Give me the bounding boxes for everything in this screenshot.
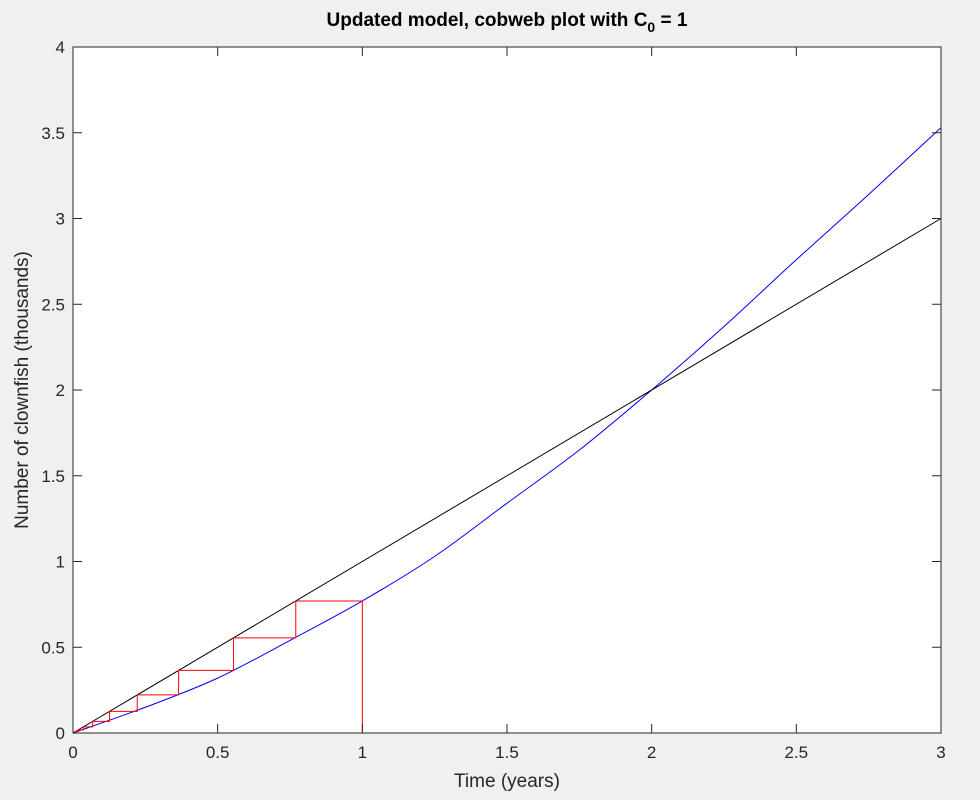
- tick-layer: 0 0.5 1 1.5 2 2.5 3 0 0.5 1 1.5 2 2.5 3 3.5 4: [41, 38, 945, 762]
- y-tick-label: 1: [56, 553, 65, 572]
- chart-title: Updated model, cobweb plot with C0 = 1: [327, 10, 688, 35]
- y-tick-label: 2.5: [41, 295, 65, 314]
- x-tick-label: 2: [647, 743, 656, 762]
- blue-curve: [72, 127, 942, 734]
- y-tick-label: 2: [56, 381, 65, 400]
- plot-area: [73, 47, 941, 733]
- chart-title-subscript: 0: [647, 19, 655, 35]
- y-tick-label: 4: [56, 38, 65, 57]
- y-tick-label: 1.5: [41, 467, 65, 486]
- chart-title-suffix: = 1: [655, 10, 688, 31]
- x-axis-label: Time (years): [454, 771, 560, 792]
- y-tick-label: 3.5: [41, 124, 65, 143]
- chart-title-main: Updated model, cobweb plot with C: [327, 10, 648, 31]
- y-axis-label: Number of clownfish (thousands): [12, 251, 33, 529]
- y-tick-label: 0: [56, 724, 65, 743]
- x-tick-label: 1: [358, 743, 367, 762]
- y-tick-label: 0.5: [41, 638, 65, 657]
- x-tick-label: 0.5: [206, 743, 230, 762]
- series-layer: [72, 127, 942, 734]
- y-tick-label: 3: [56, 210, 65, 229]
- x-tick-label: 0: [68, 743, 77, 762]
- x-tick-label: 1.5: [495, 743, 519, 762]
- x-tick-label: 3: [936, 743, 945, 762]
- identity-line: [72, 218, 942, 734]
- x-tick-label: 2.5: [785, 743, 809, 762]
- cobweb-path: [73, 600, 363, 734]
